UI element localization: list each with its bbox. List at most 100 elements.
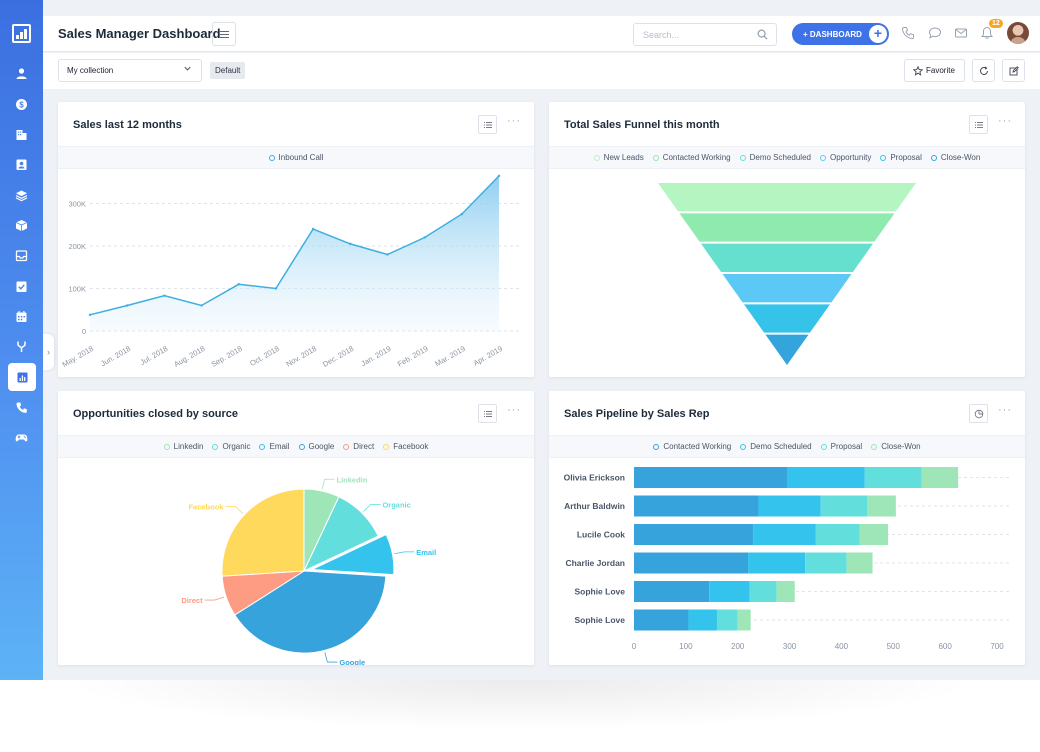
favorite-button[interactable]: Favorite xyxy=(904,59,965,82)
data-point[interactable] xyxy=(88,313,92,317)
menu-toggle-button[interactable] xyxy=(212,22,236,46)
data-point[interactable] xyxy=(460,212,464,216)
add-dashboard-button[interactable]: + DASHBOARD + xyxy=(792,23,889,45)
bar-segment-demo-scheduled[interactable] xyxy=(688,609,717,631)
sidebar-item-layers[interactable] xyxy=(0,183,43,207)
collection-select[interactable]: My collection xyxy=(58,59,202,82)
legend-item-demo-scheduled[interactable]: Demo Scheduled xyxy=(739,153,811,162)
bar-segment-demo-scheduled[interactable] xyxy=(709,581,750,602)
sidebar-item-phone[interactable] xyxy=(0,395,43,419)
sidebar-item-calendar[interactable] xyxy=(0,304,43,328)
funnel-stage-close-won[interactable] xyxy=(765,334,809,365)
source-card-more-icon[interactable]: ··· xyxy=(507,404,521,416)
legend-item-direct[interactable]: Direct xyxy=(343,442,374,451)
legend-item-opportunity[interactable]: Opportunity xyxy=(819,153,871,162)
data-point[interactable] xyxy=(237,283,240,286)
bar-segment-contacted-working[interactable] xyxy=(634,581,710,602)
bar-segment-close-won[interactable] xyxy=(737,609,751,631)
data-point[interactable] xyxy=(349,242,352,246)
sales-card-list-button[interactable] xyxy=(478,115,497,134)
mail-icon[interactable] xyxy=(954,26,968,40)
app-logo-icon[interactable] xyxy=(12,24,31,43)
legend-item-close-won[interactable]: Close-Won xyxy=(930,153,980,162)
legend-item-linkedin[interactable]: Linkedin xyxy=(163,442,203,451)
bar-segment-close-won[interactable] xyxy=(859,524,889,545)
search-icon[interactable] xyxy=(757,29,768,40)
bar-segment-proposal[interactable] xyxy=(864,467,922,488)
legend-item-contacted-working[interactable]: Contacted Working xyxy=(652,153,731,162)
bar-segment-close-won[interactable] xyxy=(846,552,873,574)
bar-segment-demo-scheduled[interactable] xyxy=(758,495,821,517)
legend-item-contacted-working[interactable]: Contacted Working xyxy=(653,442,731,451)
sidebar-item-inbox[interactable] xyxy=(0,243,43,267)
bar-segment-contacted-working[interactable] xyxy=(634,495,759,517)
bar-segment-close-won[interactable] xyxy=(867,495,896,517)
funnel-card-more-icon[interactable]: ··· xyxy=(998,115,1012,127)
bar-segment-contacted-working[interactable] xyxy=(634,524,754,545)
bar-segment-proposal[interactable] xyxy=(749,581,777,602)
funnel-stage-opportunity[interactable] xyxy=(722,274,852,303)
data-point[interactable] xyxy=(163,294,166,297)
phone-icon[interactable] xyxy=(901,26,915,40)
sidebar-item-gamepad[interactable] xyxy=(0,425,43,449)
data-point[interactable] xyxy=(200,304,203,307)
search-input[interactable]: Search... xyxy=(633,23,777,46)
user-avatar[interactable] xyxy=(1007,22,1029,44)
bell-icon[interactable] xyxy=(980,26,994,40)
sidebar-collapse-toggle[interactable]: › xyxy=(43,334,54,370)
chat-icon[interactable] xyxy=(928,26,942,40)
legend-item-google[interactable]: Google xyxy=(298,442,334,451)
pie-slice-organic[interactable] xyxy=(302,496,379,573)
refresh-button[interactable] xyxy=(972,59,995,82)
pipeline-card-more-icon[interactable]: ··· xyxy=(998,404,1012,416)
legend-item-email[interactable]: Email xyxy=(259,442,290,451)
sidebar-item-task[interactable] xyxy=(0,274,43,298)
bar-segment-close-won[interactable] xyxy=(776,581,795,602)
legend-item-new-leads[interactable]: New Leads xyxy=(593,153,644,162)
bar-segment-proposal[interactable] xyxy=(805,552,847,574)
pie-slice-email[interactable] xyxy=(311,533,395,576)
bar-segment-proposal[interactable] xyxy=(716,609,738,631)
legend-item-inbound-call[interactable]: Inbound Call xyxy=(268,153,323,162)
bar-segment-demo-scheduled[interactable] xyxy=(753,524,816,545)
legend-item-proposal[interactable]: Proposal xyxy=(820,442,862,451)
funnel-stage-proposal[interactable] xyxy=(744,304,830,333)
legend-item-proposal[interactable]: Proposal xyxy=(880,153,922,162)
data-point[interactable] xyxy=(274,287,278,290)
sidebar-item-contact-card[interactable] xyxy=(0,152,43,176)
data-point[interactable] xyxy=(311,227,315,231)
data-point[interactable] xyxy=(125,304,129,307)
legend-item-demo-scheduled[interactable]: Demo Scheduled xyxy=(740,442,812,451)
funnel-stage-demo-scheduled[interactable] xyxy=(701,243,873,272)
bar-segment-proposal[interactable] xyxy=(820,495,868,517)
bar-segment-contacted-working[interactable] xyxy=(634,467,787,488)
sidebar-item-building[interactable] xyxy=(0,122,43,146)
pipeline-card-pie-button[interactable] xyxy=(969,404,988,423)
funnel-stage-new-leads[interactable] xyxy=(658,183,916,212)
funnel-stage-contacted-working[interactable] xyxy=(679,213,895,242)
edit-button[interactable] xyxy=(1002,59,1025,82)
data-point[interactable] xyxy=(497,174,501,178)
default-tag[interactable]: Default xyxy=(210,62,246,79)
legend-item-facebook[interactable]: Facebook xyxy=(383,442,428,451)
bar-segment-close-won[interactable] xyxy=(921,467,959,488)
sidebar-item-dollar[interactable]: $ xyxy=(0,92,43,116)
sidebar-item-fork[interactable] xyxy=(0,334,43,358)
bar-segment-proposal[interactable] xyxy=(815,524,860,545)
data-point[interactable] xyxy=(386,253,389,256)
bar-segment-contacted-working[interactable] xyxy=(634,609,689,631)
sales-card-more-icon[interactable]: ··· xyxy=(507,115,521,127)
legend-item-organic[interactable]: Organic xyxy=(212,442,250,451)
sidebar-item-chart[interactable] xyxy=(8,363,36,391)
pie-slice-facebook[interactable] xyxy=(221,488,305,577)
sidebar-item-user[interactable] xyxy=(0,61,43,85)
sidebar-item-box[interactable] xyxy=(0,213,43,237)
data-point[interactable] xyxy=(423,236,426,239)
bar-segment-demo-scheduled[interactable] xyxy=(748,552,806,574)
bar-segment-contacted-working[interactable] xyxy=(634,552,749,574)
source-card-list-button[interactable] xyxy=(478,404,497,423)
series-line-inbound-call[interactable] xyxy=(89,175,500,316)
bar-segment-demo-scheduled[interactable] xyxy=(786,467,865,488)
funnel-card-list-button[interactable] xyxy=(969,115,988,134)
legend-item-close-won[interactable]: Close-Won xyxy=(871,442,921,451)
